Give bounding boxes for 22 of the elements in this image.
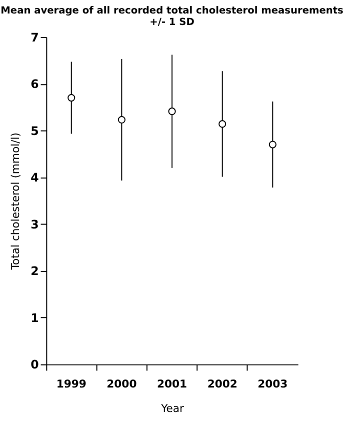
point (68, 94, 76, 102)
x-tick-label: 2003 (258, 377, 288, 390)
chart-title: Mean average of all recorded total cholesterol measurements (0, 5, 344, 16)
y-tick-label: 6 (30, 77, 39, 92)
y-tick-label: 2 (30, 264, 39, 278)
x-axis-title: Year (160, 402, 184, 415)
y-tick-label: 1 (30, 310, 39, 325)
y-tick-label: 4 (30, 170, 39, 185)
point (168, 108, 176, 116)
x-tick-label: 2000 (106, 377, 137, 390)
y-tick-label: 3 (30, 217, 39, 232)
x-tick-label: 1999 (56, 377, 86, 390)
y-tick-label: 5 (30, 124, 39, 138)
point (218, 120, 226, 128)
y-axis-title: Total cholesterol (mmol/l) (8, 132, 22, 271)
chart-subtitle: +/- 1 SD (150, 17, 194, 28)
x-tick-label: 2002 (207, 377, 238, 390)
y-tick-label: 7 (30, 30, 39, 44)
x-tick-label: 2001 (156, 377, 188, 390)
point (268, 140, 276, 148)
y-tick-label: 0 (30, 358, 39, 372)
point (118, 116, 126, 124)
